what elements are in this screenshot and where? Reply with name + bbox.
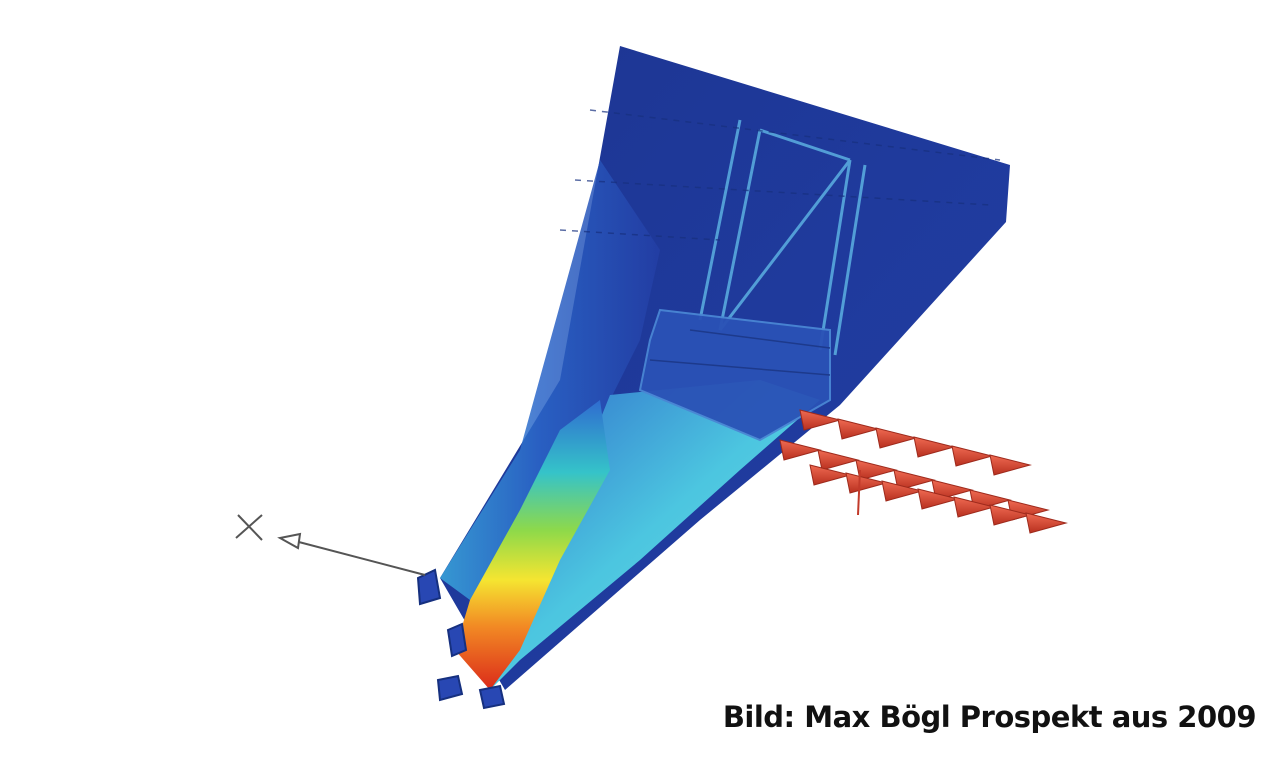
load-arrow-icon [1025,512,1068,534]
load-arrow-icon [913,436,956,458]
x-axis-marker-icon [235,514,263,541]
load-line [857,469,861,516]
flange-edge [440,160,660,600]
load-arrow-icon [953,496,996,518]
load-arrow-icon [881,480,924,502]
load-arrow-icon [855,459,898,481]
axis-arrow-icon [277,532,426,576]
load-arrow-icon [917,488,960,510]
load-arrow-icon [989,454,1032,476]
load-arrow-icon [951,445,994,467]
load-arrow-icon [893,469,936,491]
load-arrow-icon [837,418,880,440]
load-arrow-icon [875,427,918,449]
load-arrow-icon [799,409,842,431]
image-caption: Bild: Max Bögl Prospekt aus 2009 [722,700,1257,734]
load-arrow-icon [989,504,1032,526]
load-arrow-icon [845,472,888,494]
load-arrow-icon [809,464,852,486]
support-frame [698,119,867,356]
high-stress-zone [455,400,610,690]
load-arrow-icon [817,449,860,471]
load-arrows [779,409,1068,534]
mesh-lines [559,109,1001,241]
load-arrow-icon [779,439,822,461]
bearing-pads [416,568,506,710]
beam-web [470,380,820,690]
